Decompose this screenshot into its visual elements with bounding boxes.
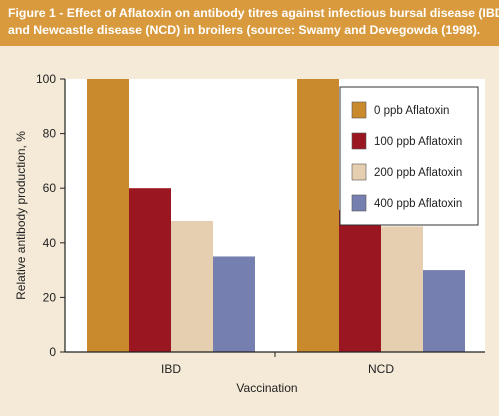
bar-ibd-0 bbox=[87, 79, 129, 352]
legend-label: 0 ppb Aflatoxin bbox=[374, 105, 449, 117]
y-tick-label: 60 bbox=[43, 181, 57, 195]
bar-ibd-1 bbox=[129, 188, 171, 352]
bar-ncd-2 bbox=[381, 226, 423, 352]
figure-header: Figure 1 - Effect of Aflatoxin on antibo… bbox=[0, 0, 499, 46]
legend-swatch bbox=[351, 132, 367, 150]
legend-swatch bbox=[351, 163, 367, 181]
bar-ncd-3 bbox=[423, 270, 465, 352]
legend-label: 200 ppb Aflatoxin bbox=[374, 167, 462, 179]
figure-caption: Figure 1 - Effect of Aflatoxin on antibo… bbox=[8, 5, 499, 39]
bar-ibd-3 bbox=[213, 256, 255, 352]
x-axis-title: Vaccination bbox=[236, 381, 297, 395]
bar-ncd-0 bbox=[297, 79, 339, 352]
y-tick-label: 0 bbox=[49, 345, 56, 359]
legend-label: 100 ppb Aflatoxin bbox=[374, 136, 462, 148]
caption-line-1: Figure 1 - Effect of Aflatoxin on antibo… bbox=[8, 6, 499, 20]
y-axis-title: Relative antibody production, % bbox=[14, 131, 28, 300]
y-tick-label: 80 bbox=[43, 127, 57, 141]
x-tick-label: NCD bbox=[368, 362, 394, 376]
y-tick-label: 100 bbox=[36, 72, 56, 86]
bar-chart: IBD NCD 0 20 40 60 80 100 Vaccination Relative an… bbox=[14, 72, 485, 395]
y-tick-label: 20 bbox=[43, 290, 57, 304]
legend-swatch bbox=[351, 101, 367, 119]
bar-ncd-1 bbox=[339, 210, 381, 352]
y-tick-label: 40 bbox=[43, 236, 57, 250]
legend-label: 400 ppb Aflatoxin bbox=[374, 198, 462, 210]
legend-swatch bbox=[351, 194, 367, 212]
x-tick-label: IBD bbox=[161, 362, 181, 376]
caption-line-2: and Newcastle disease (NCD) in broilers … bbox=[8, 23, 481, 37]
bar-ibd-2 bbox=[171, 220, 213, 352]
